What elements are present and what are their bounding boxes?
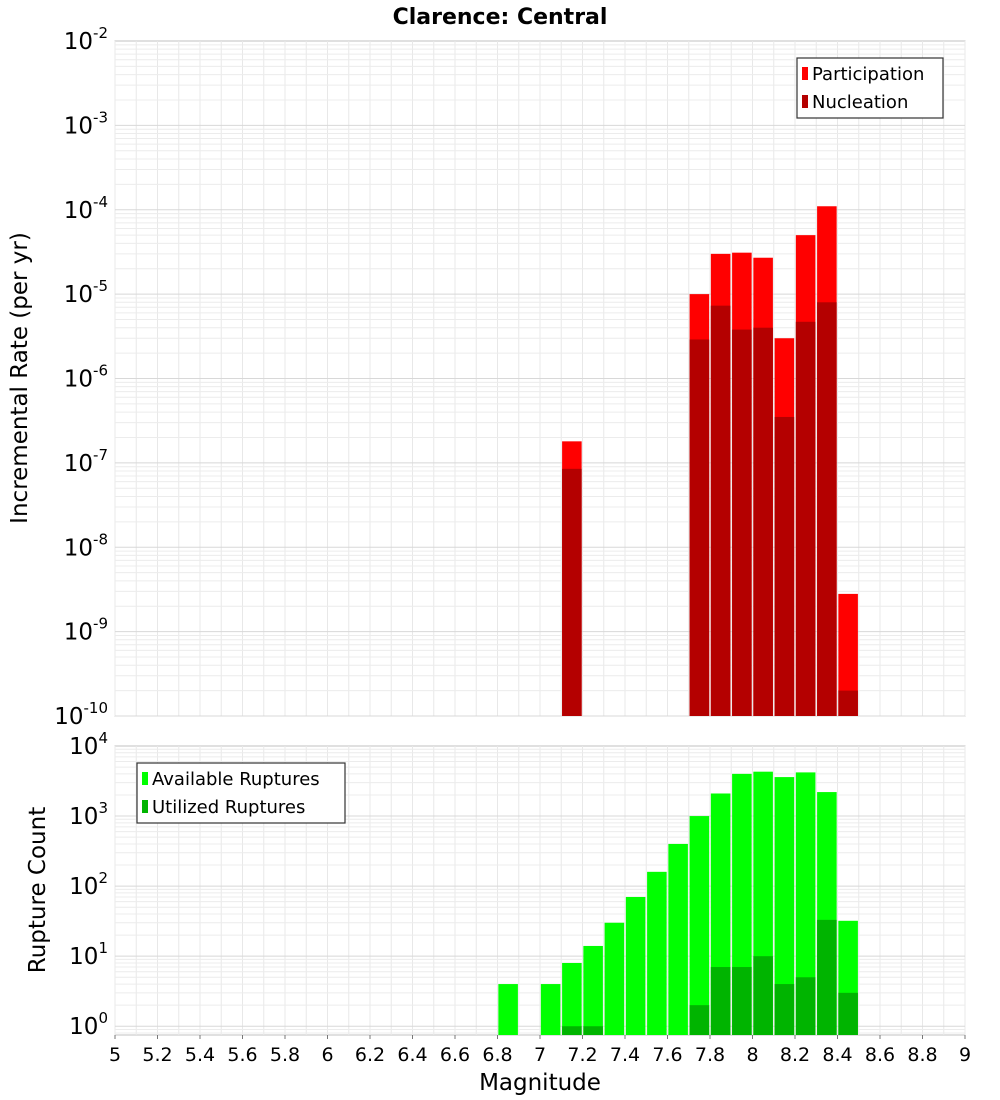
count-bar-b (838, 992, 858, 1035)
count-y-axis-label: Rupture Count (25, 807, 51, 973)
y-tick-label: 103 (69, 799, 108, 830)
count-bar-b (774, 984, 795, 1035)
legend-box (796, 57, 944, 119)
x-tick-label: 9 (959, 1044, 971, 1066)
count-bar-b (689, 1005, 710, 1035)
rate-bar-b (795, 321, 816, 716)
rate-y-axis-label: Incremental Rate (per yr) (7, 232, 33, 524)
x-tick-label: 6.2 (355, 1044, 385, 1066)
count-bar-a (540, 984, 561, 1035)
rate-legend: Participation Nucleation (796, 57, 944, 119)
legend-swatch (802, 95, 808, 108)
x-tick-label: 5.2 (142, 1044, 172, 1066)
rate-bar-b (774, 416, 795, 716)
x-tick-label: 6.6 (440, 1044, 470, 1066)
rate-bar-b (732, 329, 752, 716)
count-bar-a (774, 777, 795, 1035)
y-tick-label: 10-7 (64, 446, 108, 477)
count-plot-y-ticks: 100 101 102 103 104 (69, 729, 108, 1040)
x-tick-label: 6.8 (482, 1044, 512, 1066)
legend-box (136, 762, 346, 824)
y-tick-label: 101 (69, 939, 108, 970)
rate-bar-b (817, 302, 837, 716)
y-tick-label: 10-6 (64, 362, 108, 393)
legend-swatch (802, 67, 808, 80)
count-bar-a (562, 962, 582, 1035)
x-axis-label: Magnitude (479, 1070, 601, 1096)
legend-swatch (142, 800, 148, 813)
count-plot-bars (498, 771, 858, 1035)
count-bar-a (647, 871, 667, 1035)
rate-plot-y-ticks: 10-10 10-9 10-8 10-7 10-6 10-5 10-4 10-3 10-2 (54, 24, 108, 730)
x-tick-label: 8.6 (865, 1044, 895, 1066)
count-legend: Available Ruptures Utilized Ruptures (136, 762, 346, 824)
count-bar-b (817, 919, 837, 1035)
x-tick-label: 5 (109, 1044, 121, 1066)
x-tick-label: 8.4 (822, 1044, 852, 1066)
x-tick-label: 7.6 (652, 1044, 682, 1066)
count-bar-a (668, 843, 688, 1035)
x-tick-label: 5.4 (185, 1044, 215, 1066)
y-tick-label: 10-8 (64, 530, 108, 561)
count-bar-b (562, 1026, 582, 1035)
x-tick-label: 8 (746, 1044, 758, 1066)
chart-title: Clarence: Central (393, 5, 608, 30)
count-plot: 100 101 102 103 104 5 5.2 5.4 5.6 5.8 6 6.2 6.4 6.6 6… (25, 729, 971, 1096)
legend-label: Participation (812, 64, 924, 85)
y-tick-label: 10-3 (64, 108, 108, 139)
x-tick-label: 8.2 (780, 1044, 810, 1066)
x-tick-label: 5.6 (227, 1044, 257, 1066)
x-tick-label: 6.4 (397, 1044, 427, 1066)
rate-plot: 10-10 10-9 10-8 10-7 10-6 10-5 10-4 10-3 10-2 In… (7, 24, 966, 730)
x-tick-label: 6 (321, 1044, 333, 1066)
count-bar-b (710, 967, 731, 1035)
count-bar-b (583, 1026, 603, 1035)
count-bar-a (795, 772, 816, 1035)
x-tick-label: 7 (534, 1044, 546, 1066)
legend-label: Available Ruptures (152, 769, 320, 790)
rate-bar-b (689, 339, 710, 716)
rate-plot-grid (114, 41, 966, 717)
rate-plot-bars (562, 206, 858, 716)
legend-label: Utilized Ruptures (152, 797, 305, 818)
x-tick-label: 5.8 (270, 1044, 300, 1066)
y-tick-label: 10-9 (64, 615, 108, 646)
rate-bar-b (838, 690, 858, 716)
count-bar-a (498, 984, 518, 1035)
y-tick-label: 104 (69, 729, 108, 760)
rate-bar-b (710, 305, 731, 716)
count-bar-a (604, 922, 625, 1035)
y-tick-label: 10-4 (64, 193, 108, 224)
y-tick-label: 10-10 (54, 699, 108, 730)
rate-bar-b (562, 468, 582, 716)
x-tick-label: 7.4 (610, 1044, 640, 1066)
count-bar-b (732, 967, 752, 1035)
y-tick-label: 10-2 (64, 24, 108, 55)
count-bar-a (625, 896, 646, 1035)
legend-swatch (142, 772, 148, 785)
count-bar-a (583, 945, 603, 1035)
rate-bar-b (753, 327, 773, 716)
y-tick-label: 100 (69, 1009, 108, 1040)
count-bar-b (753, 956, 773, 1035)
x-tick-label: 7.2 (567, 1044, 597, 1066)
count-bar-a (689, 816, 710, 1035)
x-tick-label: 8.8 (907, 1044, 937, 1066)
y-tick-label: 10-5 (64, 277, 108, 308)
legend-label: Nucleation (812, 92, 908, 113)
x-tick-label: 7.8 (695, 1044, 725, 1066)
count-bar-b (795, 977, 816, 1035)
count-plot-x-ticks: 5 5.2 5.4 5.6 5.8 6 6.2 6.4 6.6 6.8 7 7.2 7.4 7.6 7.8 8… (109, 1035, 971, 1066)
y-tick-label: 102 (69, 869, 108, 900)
rate-bar-a (838, 593, 858, 716)
